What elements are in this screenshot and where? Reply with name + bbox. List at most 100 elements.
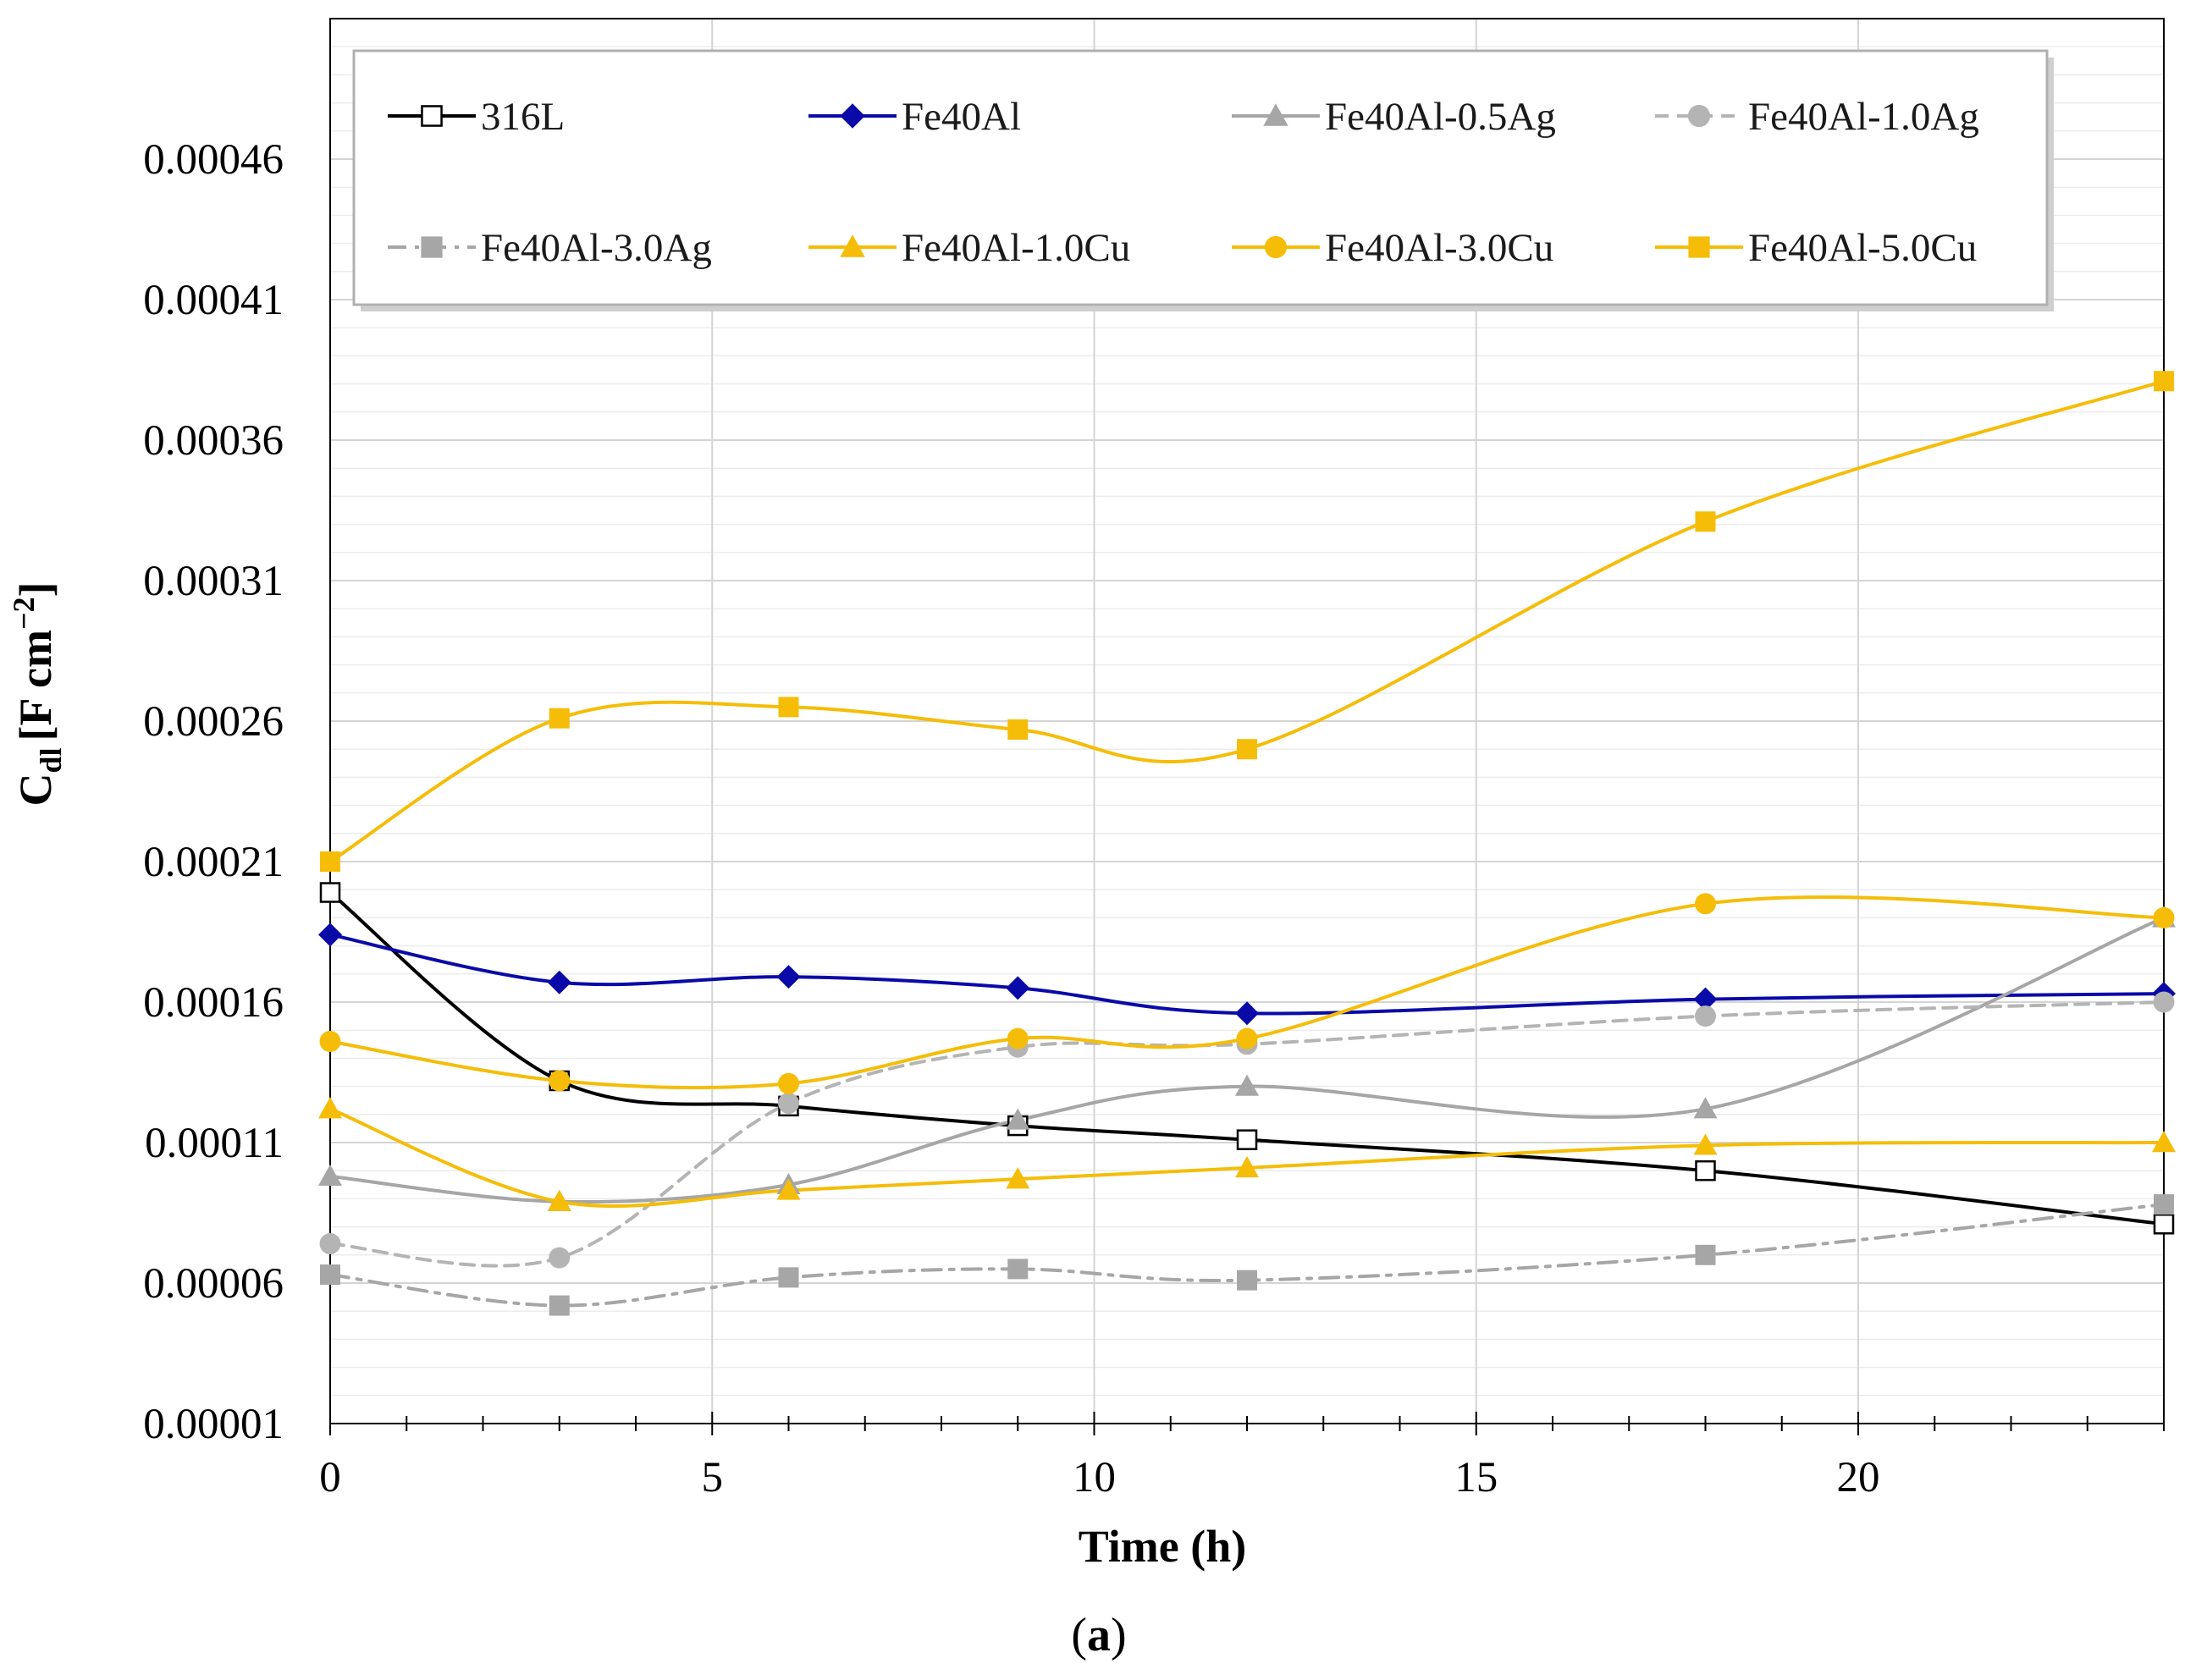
data-point-fe40al — [776, 965, 801, 989]
y-tick-label: 0.00036 — [143, 417, 284, 465]
data-point-fe40al-3-0ag — [1007, 1259, 1029, 1280]
data-point-316l — [319, 882, 341, 903]
data-point-fe40al-3-0cu — [1236, 1027, 1258, 1049]
legend-entries: 316L Fe40Al Fe40Al-0.5Ag Fe40Al-1.0Ag Fe40Al… — [388, 95, 1979, 270]
y-axis-title-exponent: −2 — [7, 598, 41, 631]
data-point-fe40al-5-0cu — [2154, 371, 2174, 392]
y-tick-label: 0.00021 — [143, 839, 284, 886]
data-point-fe40al-5-0cu — [1007, 719, 1029, 740]
data-point-fe40al-1-0cu — [1006, 1167, 1030, 1189]
series-markers — [318, 371, 2176, 1316]
legend-entry-fe40al-3-0ag: Fe40Al-3.0Ag — [388, 226, 712, 270]
legend-marker-fe40al-3-0ag — [421, 236, 443, 258]
y-tick-label: 0.00016 — [143, 979, 284, 1027]
data-point-fe40al — [547, 970, 571, 994]
series-line-fe40al-0-5ag — [328, 916, 2166, 1204]
x-tick-label: 0 — [319, 1454, 341, 1501]
y-axis-title-subscript: dl — [34, 747, 68, 773]
data-point-fe40al-3-0cu — [319, 1030, 341, 1052]
x-tick-label: 10 — [1073, 1454, 1116, 1501]
data-point-fe40al-5-0cu — [320, 851, 340, 872]
series-line-fe40al-1-0ag — [328, 1000, 2166, 1268]
legend-box — [352, 49, 2049, 306]
legend-entry-fe40al-1-0cu: Fe40Al-1.0Cu — [808, 226, 1130, 270]
series-line-fe40al-3-0ag — [328, 1203, 2166, 1308]
legend-marker-fe40al-3-0cu — [1264, 235, 1288, 259]
legend-label-fe40al-1-0cu: Fe40Al-1.0Cu — [902, 226, 1130, 270]
x-tick-label: 15 — [1454, 1454, 1498, 1501]
legend-label-fe40al-5-0cu: Fe40Al-5.0Cu — [1748, 226, 1977, 270]
y-tick-label: 0.00046 — [143, 136, 284, 184]
data-point-fe40al-3-0cu — [2153, 906, 2175, 928]
data-point-fe40al-3-0ag — [1695, 1244, 1716, 1265]
data-point-fe40al-1-0ag — [1695, 1005, 1716, 1027]
legend-marker-fe40al-0-5ag — [1263, 103, 1288, 126]
data-point-fe40al-3-0cu — [1007, 1027, 1029, 1049]
legend-label-fe40al: Fe40Al — [902, 95, 1021, 139]
data-point-fe40al-0-5ag — [1693, 1097, 1718, 1119]
data-point-fe40al-5-0cu — [1695, 511, 1716, 532]
data-point-fe40al-3-0cu — [1695, 893, 1716, 915]
x-axis-ticks — [329, 1412, 2165, 1435]
legend-label-316l: 316L — [481, 95, 565, 139]
legend-marker-fe40al-5-0cu — [1688, 236, 1710, 258]
series-line-fe40al-3-0cu — [328, 895, 2166, 1090]
y-tick-label: 0.00031 — [143, 558, 284, 605]
legend-entry-316l: 316L — [388, 95, 565, 139]
y-axis-title: Cdl [F cm−2] — [7, 582, 68, 807]
data-point-fe40al-1-0ag — [549, 1247, 571, 1269]
x-tick-label: 20 — [1837, 1454, 1880, 1501]
legend-entry-fe40al-0-5ag: Fe40Al-0.5Ag — [1232, 95, 1556, 139]
legend-marker-fe40al-1-0cu — [840, 234, 865, 257]
data-point-fe40al — [318, 923, 342, 947]
data-point-fe40al-1-0cu — [547, 1189, 571, 1211]
legend-marker-316l — [421, 105, 443, 127]
y-axis-title-close: ] — [10, 582, 61, 598]
data-point-fe40al — [1693, 987, 1718, 1011]
data-point-fe40al — [1006, 976, 1030, 1000]
legend-entry-fe40al: Fe40Al — [808, 95, 1021, 139]
x-axis-title: Time (h) — [1079, 1521, 1247, 1572]
y-axis-title-units: [F cm — [10, 630, 61, 741]
legend-entry-fe40al-5-0cu: Fe40Al-5.0Cu — [1655, 226, 1977, 270]
data-point-fe40al-0-5ag — [318, 1164, 342, 1187]
data-point-fe40al-1-0ag — [778, 1093, 799, 1115]
data-point-fe40al-1-0cu — [1235, 1155, 1259, 1178]
data-point-fe40al-1-0cu — [1693, 1133, 1718, 1155]
legend-label-fe40al-0-5ag: Fe40Al-0.5Ag — [1325, 95, 1556, 139]
legend-label-fe40al-3-0ag: Fe40Al-3.0Ag — [481, 226, 712, 270]
y-tick-label: 0.00026 — [143, 698, 284, 746]
data-point-fe40al-1-0cu — [2152, 1131, 2176, 1153]
data-point-fe40al-1-0ag — [319, 1233, 341, 1255]
legend-marker-fe40al-1-0ag — [1687, 104, 1711, 128]
data-point-fe40al-5-0cu — [1237, 739, 1257, 760]
y-axis-tick-labels: 0.00001 0.00006 0.00011 0.00016 0.00021 0.000… — [143, 136, 284, 1448]
legend-label-fe40al-1-0ag: Fe40Al-1.0Ag — [1748, 95, 1979, 139]
series-line-fe40al — [328, 933, 2166, 1016]
y-axis-title-main: C — [10, 773, 61, 806]
series-line-fe40al-5-0cu — [328, 379, 2166, 863]
y-tick-label: 0.00006 — [143, 1260, 284, 1308]
data-point-fe40al-1-0cu — [776, 1178, 801, 1200]
legend-entry-fe40al-3-0cu: Fe40Al-3.0Cu — [1232, 226, 1553, 270]
data-point-fe40al-3-0ag — [2154, 1194, 2174, 1215]
data-point-fe40al-3-0cu — [549, 1070, 571, 1092]
x-axis-tick-labels: 0 5 10 15 20 — [319, 1454, 1879, 1501]
data-point-fe40al-1-0cu — [318, 1097, 342, 1119]
legend-entry-fe40al-1-0ag: Fe40Al-1.0Ag — [1655, 95, 1979, 139]
data-point-fe40al-3-0ag — [320, 1264, 340, 1286]
data-point-fe40al-3-0ag — [778, 1267, 799, 1288]
y-tick-label: 0.00001 — [143, 1401, 284, 1448]
data-point-fe40al-3-0ag — [1237, 1270, 1257, 1291]
data-point-316l — [1236, 1129, 1258, 1150]
data-point-fe40al-5-0cu — [549, 708, 570, 729]
y-tick-label: 0.00041 — [143, 277, 284, 324]
data-point-fe40al — [1235, 1001, 1259, 1026]
data-point-fe40al-5-0cu — [778, 697, 799, 718]
data-point-316l — [1695, 1159, 1716, 1182]
data-point-fe40al-0-5ag — [1006, 1108, 1030, 1130]
data-point-fe40al-0-5ag — [1235, 1074, 1259, 1096]
legend-marker-fe40al — [840, 103, 865, 129]
legend-label-fe40al-3-0cu: Fe40Al-3.0Cu — [1325, 226, 1553, 270]
